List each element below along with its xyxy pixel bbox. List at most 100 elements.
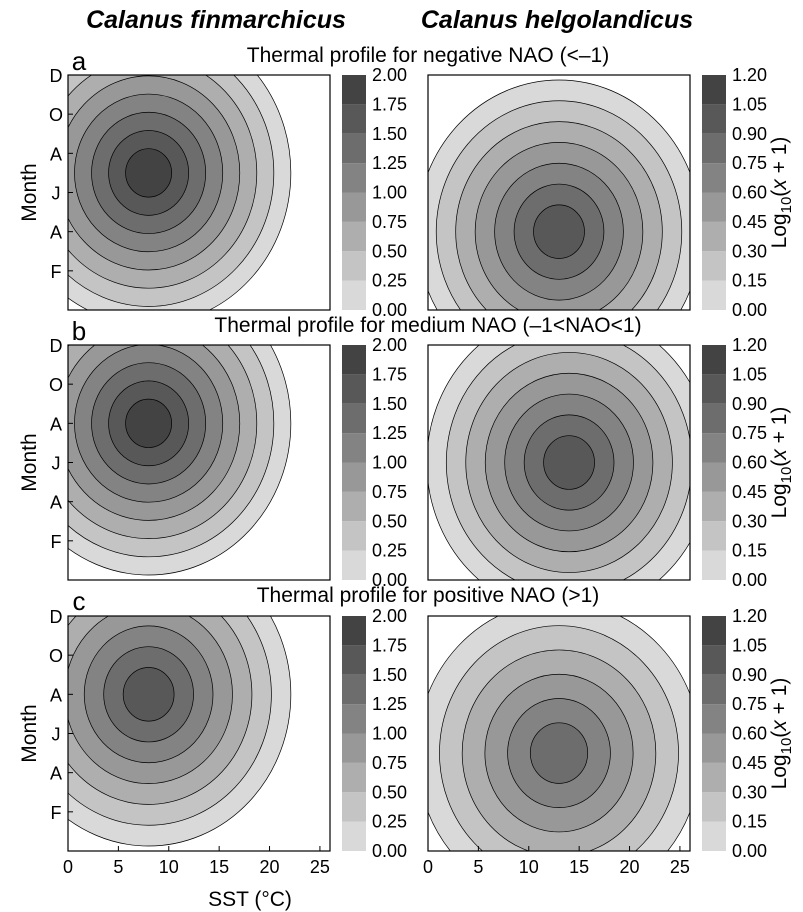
contour-bands bbox=[68, 345, 292, 576]
colorbar-tick-label: 0.00 bbox=[732, 570, 767, 590]
species-title-finmarchicus: Calanus finmarchicus bbox=[86, 6, 346, 34]
colorbar-tick-label: 0.90 bbox=[732, 124, 767, 144]
colorbar-band bbox=[342, 433, 366, 463]
colorbar-tick-label: 1.20 bbox=[732, 335, 767, 355]
contour-plot-helgolandicus bbox=[427, 344, 691, 581]
colorbar-helgolandicus: 0.00 0.15 0.30 0.45 0.60 0.75 0.90 1.05 1.20 Log1… bbox=[702, 606, 795, 861]
x-tick-label: 10 bbox=[159, 857, 179, 877]
y-tick-label: F bbox=[51, 803, 62, 823]
colorbar-label-part: + 1) bbox=[768, 678, 791, 721]
colorbar-band bbox=[342, 674, 366, 705]
colorbar-band bbox=[702, 192, 726, 222]
colorbar-label-part: x bbox=[768, 719, 791, 732]
contour-bands bbox=[428, 79, 690, 310]
colorbar-tick-label: 1.20 bbox=[732, 65, 767, 85]
panel-title: Thermal profile for medium NAO (–1<NAO<1… bbox=[214, 314, 641, 337]
contour-band-7 bbox=[125, 398, 172, 448]
y-tick-label: J bbox=[52, 184, 61, 204]
y-tick-label: J bbox=[52, 725, 61, 745]
species-title-helgolandicus: Calanus helgolandicus bbox=[421, 6, 693, 34]
colorbar-finmarchicus: 0.00 0.25 0.50 0.75 1.00 1.25 1.50 1.75 2.00 bbox=[342, 65, 407, 320]
contour-bands bbox=[68, 616, 292, 847]
y-tick-label: O bbox=[49, 105, 63, 125]
colorbar-tick-label: 1.75 bbox=[372, 364, 407, 384]
x-tick-label: 25 bbox=[310, 857, 330, 877]
colorbar-tick-label: 0.25 bbox=[372, 271, 407, 291]
colorbar-band bbox=[702, 374, 726, 404]
colorbar-tick-label: 0.90 bbox=[732, 394, 767, 414]
colorbar-tick-label: 1.75 bbox=[372, 94, 407, 114]
x-tick-label: 20 bbox=[620, 857, 640, 877]
colorbar-label: Log10(x + 1) bbox=[768, 137, 795, 249]
colorbar-tick-label: 0.15 bbox=[732, 541, 767, 561]
colorbar-tick-label: 0.45 bbox=[732, 482, 767, 502]
colorbar-tick-label: 1.05 bbox=[732, 635, 767, 655]
x-tick-label: 0 bbox=[63, 857, 73, 877]
colorbar-tick-label: 1.75 bbox=[372, 635, 407, 655]
colorbar-tick-label: 0.00 bbox=[732, 300, 767, 320]
colorbar-label-part: 10 bbox=[778, 197, 795, 214]
colorbar-band bbox=[342, 521, 366, 551]
y-tick-label: J bbox=[52, 454, 61, 474]
colorbar-band bbox=[342, 280, 366, 310]
x-tick-label: 15 bbox=[569, 857, 589, 877]
colorbar-tick-label: 1.25 bbox=[372, 694, 407, 714]
colorbar-tick-label: 0.75 bbox=[732, 153, 767, 173]
colorbar-tick-label: 0.25 bbox=[372, 541, 407, 561]
y-tick-label: O bbox=[49, 375, 63, 395]
colorbar-tick-label: 1.25 bbox=[372, 423, 407, 443]
colorbar-tick-label: 1.50 bbox=[372, 124, 407, 144]
colorbar-tick-label: 0.15 bbox=[732, 271, 767, 291]
y-tick-label: D bbox=[50, 607, 63, 627]
colorbar-tick-label: 0.60 bbox=[732, 724, 767, 744]
colorbar-label-part: + 1) bbox=[768, 137, 791, 180]
panel-c: c Thermal profile for positive NAO (>1)FA… bbox=[18, 584, 795, 877]
colorbar-finmarchicus: 0.00 0.25 0.50 0.75 1.00 1.25 1.50 1.75 2.00 bbox=[342, 606, 407, 861]
colorbar-helgolandicus: 0.00 0.15 0.30 0.45 0.60 0.75 0.90 1.05 1.20 Log1… bbox=[702, 335, 795, 590]
colorbar-helgolandicus: 0.00 0.15 0.30 0.45 0.60 0.75 0.90 1.05 1.20 Log1… bbox=[702, 65, 795, 320]
colorbar-label-part: Log bbox=[768, 213, 791, 248]
colorbar-tick-label: 0.50 bbox=[372, 782, 407, 802]
y-tick-label: D bbox=[50, 336, 63, 356]
colorbar-tick-label: 0.75 bbox=[732, 423, 767, 443]
colorbar-label-part: Log bbox=[768, 754, 791, 789]
colorbar-tick-label: 0.75 bbox=[372, 482, 407, 502]
colorbar-tick-label: 0.75 bbox=[372, 212, 407, 232]
colorbar-label-part: 10 bbox=[778, 467, 795, 484]
contour-bands bbox=[68, 75, 292, 310]
colorbar-tick-label: 0.00 bbox=[372, 300, 407, 320]
colorbar-tick-label: 0.75 bbox=[732, 694, 767, 714]
colorbar-band bbox=[702, 821, 726, 851]
colorbar-tick-label: 0.30 bbox=[732, 241, 767, 261]
colorbar-band bbox=[342, 374, 366, 404]
colorbar-tick-label: 0.30 bbox=[732, 782, 767, 802]
colorbar-label-part: x bbox=[768, 178, 791, 191]
x-tick-label: 25 bbox=[670, 857, 690, 877]
colorbar-band bbox=[702, 433, 726, 463]
colorbar-band bbox=[342, 462, 366, 492]
colorbar-band bbox=[342, 345, 366, 375]
colorbar-finmarchicus: 0.00 0.25 0.50 0.75 1.00 1.25 1.50 1.75 2.00 bbox=[342, 335, 407, 590]
colorbar-tick-label: 0.90 bbox=[732, 665, 767, 685]
colorbar-band bbox=[342, 762, 366, 793]
colorbar-band bbox=[702, 462, 726, 492]
colorbar-band bbox=[702, 280, 726, 310]
colorbar-band bbox=[342, 163, 366, 193]
colorbar-band bbox=[342, 251, 366, 281]
plot-frame bbox=[427, 344, 691, 581]
colorbar-band bbox=[702, 550, 726, 580]
colorbar-band bbox=[342, 133, 366, 164]
y-tick-label: A bbox=[50, 144, 62, 164]
y-tick-label: A bbox=[50, 493, 62, 513]
x-tick-label: 5 bbox=[473, 857, 483, 877]
colorbar-tick-label: 0.00 bbox=[732, 841, 767, 861]
colorbar-tick-label: 1.05 bbox=[732, 94, 767, 114]
colorbar-tick-label: 1.00 bbox=[372, 453, 407, 473]
panel-label: b bbox=[72, 316, 86, 346]
colorbar-tick-label: 0.50 bbox=[372, 511, 407, 531]
panels: a Thermal profile for negative NAO (<–1) F… bbox=[18, 44, 795, 877]
colorbar-tick-label: 0.60 bbox=[732, 453, 767, 473]
